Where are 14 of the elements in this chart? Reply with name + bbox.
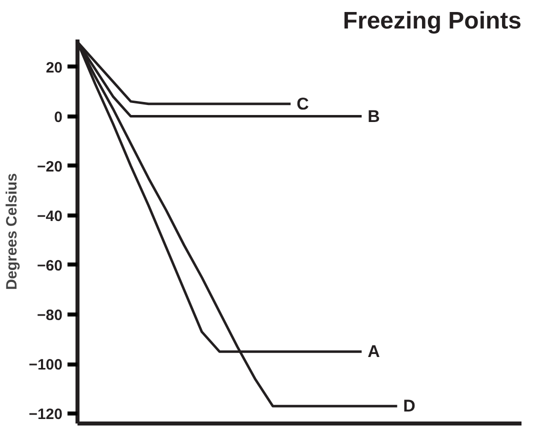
- series-label: A: [368, 342, 380, 362]
- y-tick-label: −20: [37, 158, 63, 176]
- y-tick-label: −40: [37, 208, 63, 225]
- series-label: C: [296, 94, 309, 114]
- y-tick-label: −80: [37, 306, 63, 324]
- y-tick-label: −60: [37, 257, 63, 274]
- series-label: B: [368, 106, 380, 126]
- chart-title: Freezing Points: [342, 8, 522, 34]
- y-tick-label: −120: [28, 406, 63, 424]
- y-tick-label: 20: [46, 59, 63, 76]
- y-tick-label: −100: [28, 356, 63, 374]
- y-tick-label: 0: [54, 108, 62, 126]
- y-axis-title: Degrees Celsius: [4, 173, 21, 290]
- series-label: D: [403, 396, 416, 416]
